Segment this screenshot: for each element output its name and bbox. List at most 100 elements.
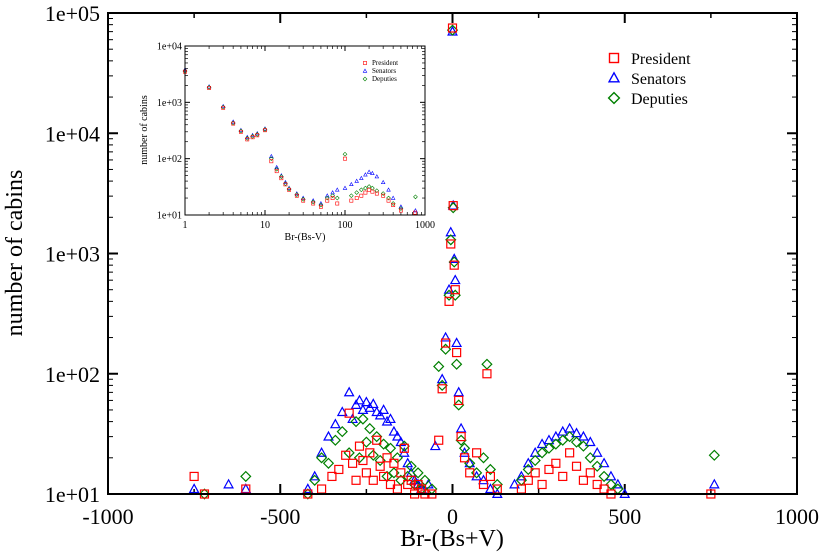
data-point-president (341, 450, 351, 460)
inset-data-point-senators (363, 172, 368, 177)
main-plot-frame (107, 12, 798, 495)
inset-plot: 1 10 100 1000 1e+01 1e+02 1e+03 1e+04 Br-(Bs-V)… (139, 42, 435, 244)
data-point-deputies (433, 360, 445, 373)
inset-data-point-deputies (390, 201, 396, 206)
main-x-axis-title: Br-(Bs+V) (400, 526, 504, 552)
inset-data-point-senators (334, 187, 340, 192)
data-point-deputies (522, 463, 534, 476)
inset-x-axis-title: Br-(Bs-V) (285, 232, 326, 243)
inset-data-point-president (294, 193, 299, 198)
inset-data-point-deputies (334, 195, 340, 201)
data-point-president (344, 408, 354, 418)
inset-data-point-president (239, 129, 243, 134)
data-point-president (551, 458, 561, 468)
data-point-deputies (315, 452, 328, 464)
data-point-senators (343, 386, 355, 397)
inset-data-point-deputies (278, 174, 284, 179)
inset-data-point-president (399, 208, 403, 213)
inset-data-point-president (374, 191, 379, 196)
data-point-senators (591, 446, 603, 457)
inset-background (185, 46, 425, 215)
inset-data-point-president (359, 193, 364, 198)
data-point-senators (316, 446, 328, 457)
data-point-deputies (322, 457, 335, 469)
data-point-senators (336, 406, 348, 417)
data-point-senators (509, 478, 520, 489)
data-point-deputies (446, 24, 459, 36)
inset-data-point-deputies (374, 188, 380, 194)
inset-legend-marker-shape (363, 61, 367, 65)
data-point-deputies (240, 470, 252, 483)
inset-data-point-deputies (342, 151, 348, 157)
data-point-deputies (364, 422, 376, 435)
main-y-axis-title: number of cabins (2, 170, 28, 337)
data-point-senators (429, 440, 441, 451)
legend-label-deputies: Deputies (631, 91, 688, 108)
main-data-points (188, 23, 720, 500)
data-point-deputies (584, 452, 596, 464)
data-point-deputies (550, 438, 562, 450)
data-point-deputies (491, 478, 503, 491)
data-point-president (389, 458, 399, 468)
data-point-president (585, 468, 595, 478)
inset-x-tick-label: 1000 (415, 220, 435, 231)
data-point-president (361, 468, 371, 478)
inset-data-point-president (245, 137, 250, 142)
data-point-senators (436, 373, 448, 384)
data-point-senators (240, 483, 252, 494)
inset-data-point-deputies (324, 195, 330, 201)
data-point-deputies (605, 478, 617, 491)
inset-y-axis-title: number of cabins (139, 95, 150, 165)
inset-data-point-deputies (413, 194, 418, 200)
inset-data-points (182, 67, 418, 215)
inset-legend-marker-shape (362, 68, 368, 73)
data-point-senators (577, 430, 589, 441)
inset-data-point-president (221, 105, 226, 110)
data-point-senators (381, 415, 393, 426)
data-point-deputies (577, 440, 590, 452)
data-point-deputies (384, 442, 397, 454)
inset-data-point-senators (269, 153, 274, 158)
data-point-senators (378, 404, 390, 414)
data-point-deputies (563, 430, 576, 443)
inset-legend-label-senators: Senators (372, 67, 396, 75)
data-point-senators (451, 337, 463, 348)
inset-data-point-senators (413, 208, 418, 213)
data-point-deputies (484, 463, 497, 476)
inset-data-point-president (325, 198, 330, 203)
legend-label-senators: Senators (631, 71, 686, 88)
legend-label-president: President (631, 51, 691, 68)
x-tick-label: 1000 (775, 504, 819, 529)
inset-data-point-president (279, 176, 284, 181)
inset-legend-marker-senators (362, 68, 368, 73)
inset-data-point-president (335, 201, 340, 206)
inset-data-point-president (269, 159, 274, 164)
data-point-president (482, 369, 492, 379)
data-point-senators (302, 483, 314, 494)
data-point-president (434, 435, 444, 445)
data-point-senators (391, 430, 403, 441)
inset-data-point-senators (390, 195, 396, 200)
data-point-president (437, 384, 447, 394)
data-point-president (327, 471, 337, 482)
data-point-senators (329, 418, 341, 429)
inset-data-point-senators (274, 164, 279, 170)
inset-data-point-deputies (274, 166, 280, 172)
data-point-president (449, 260, 459, 270)
main-legend: President Senators Deputies (607, 51, 691, 108)
data-point-deputies (309, 474, 321, 486)
data-point-senators (449, 274, 461, 285)
inset-data-point-senators (349, 181, 354, 187)
legend-marker-shape (607, 71, 621, 83)
inset-data-point-president (391, 203, 396, 207)
inset-x-tick-label: 1 (183, 220, 188, 231)
data-point-senators (323, 430, 334, 441)
inset-data-point-president (343, 156, 347, 161)
data-point-senators (360, 396, 372, 407)
inset-data-point-senators (370, 170, 375, 175)
data-point-senators (223, 478, 234, 489)
data-point-president (478, 479, 489, 490)
data-point-president (396, 468, 406, 478)
data-point-president (354, 441, 365, 451)
